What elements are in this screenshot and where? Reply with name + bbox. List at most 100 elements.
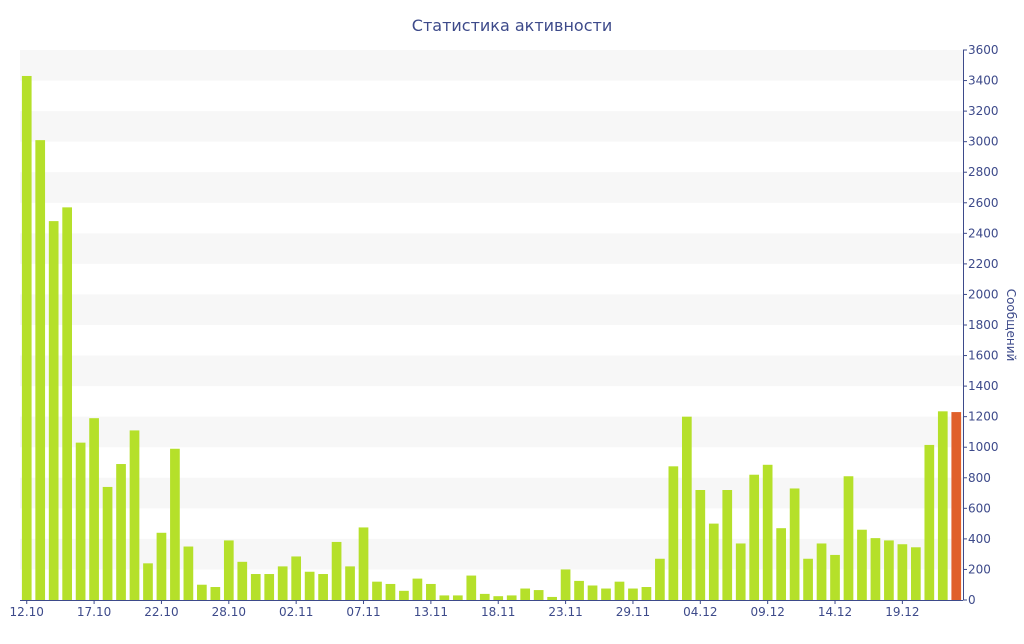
y-tick-label: 1200 (968, 410, 999, 424)
bar (48, 221, 59, 601)
bar (937, 411, 948, 600)
bar (843, 476, 854, 600)
y-axis-label: Сообщений (1004, 289, 1018, 362)
y-tick-label: 1800 (968, 318, 999, 332)
bar (574, 580, 584, 600)
bar (587, 585, 598, 600)
bar (385, 583, 396, 600)
y-tick-label: 2400 (968, 226, 999, 240)
bar (493, 596, 504, 600)
bar (466, 575, 477, 600)
bar (452, 595, 463, 600)
x-tick-label: 12.10 (10, 605, 44, 619)
x-tick-label: 13.11 (414, 605, 448, 619)
bar (911, 547, 921, 600)
y-tick-label: 3000 (968, 135, 999, 149)
x-tick-label: 04.12 (683, 605, 717, 619)
bar (237, 561, 248, 600)
bar (129, 430, 140, 600)
grid-band (20, 416, 963, 448)
x-tick-label: 23.11 (548, 605, 582, 619)
bar (762, 464, 773, 600)
bar (614, 581, 625, 600)
bar (749, 474, 760, 600)
bar (116, 464, 126, 600)
bar (695, 490, 706, 600)
bar (62, 207, 72, 601)
x-tick-label: 19.12 (885, 605, 919, 619)
bar (75, 442, 86, 600)
x-tick-label: 29.11 (616, 605, 650, 619)
bar (21, 75, 32, 601)
bar (681, 416, 692, 600)
bar (345, 566, 355, 600)
bar (520, 588, 531, 600)
bar (668, 466, 679, 600)
bar (601, 588, 611, 600)
bar (722, 490, 733, 600)
bars-group (21, 75, 962, 601)
bar (789, 488, 800, 600)
bar (223, 540, 234, 600)
x-tick-label: 18.11 (481, 605, 515, 619)
bar (250, 574, 261, 600)
grid-band (20, 172, 963, 203)
bar (479, 593, 490, 600)
bar (291, 556, 302, 600)
bar (897, 544, 908, 600)
bar (951, 412, 962, 600)
y-tick-label: 600 (968, 501, 991, 515)
bar (156, 532, 167, 600)
bar (857, 529, 867, 600)
grid-band (20, 50, 963, 81)
bar (170, 448, 180, 600)
bar (304, 571, 315, 600)
bar (735, 543, 746, 600)
bar (197, 584, 207, 600)
grid-band (20, 355, 963, 387)
bar (210, 587, 221, 600)
y-tick-label: 1600 (968, 349, 999, 363)
bar (560, 569, 571, 600)
bar (35, 140, 46, 600)
y-tick-label: 2200 (968, 257, 999, 271)
y-tick-label: 2600 (968, 196, 999, 210)
bar (803, 558, 813, 600)
bar (331, 541, 342, 600)
y-tick-label: 1400 (968, 379, 999, 393)
bar (655, 558, 665, 600)
bar (776, 528, 786, 600)
bar (372, 581, 382, 600)
y-tick-label: 1000 (968, 440, 999, 454)
bar (641, 587, 652, 600)
x-tick-label: 14.12 (818, 605, 852, 619)
y-tick-label: 400 (968, 532, 991, 546)
x-tick-label: 09.12 (750, 605, 784, 619)
bar (533, 590, 544, 600)
y-tick-label: 3400 (968, 74, 999, 88)
bar (426, 583, 436, 600)
x-tick-label: 28.10 (212, 605, 246, 619)
x-tick-label: 07.11 (346, 605, 380, 619)
x-tick-label: 17.10 (77, 605, 111, 619)
bar (358, 527, 369, 600)
bar (89, 418, 99, 600)
bar (143, 563, 153, 600)
bar (547, 596, 557, 600)
y-tick-label: 200 (968, 562, 991, 576)
bar (439, 595, 450, 600)
bar (412, 578, 423, 600)
bar (628, 588, 638, 600)
y-tick-label: 2000 (968, 287, 999, 301)
grid-band (20, 477, 963, 509)
bar (318, 574, 328, 600)
bar (399, 590, 409, 600)
grid-band (20, 233, 963, 264)
bar (816, 543, 827, 600)
bar (870, 538, 881, 601)
x-tick-label: 02.11 (279, 605, 313, 619)
y-tick-label: 2800 (968, 165, 999, 179)
chart-title: Статистика активности (412, 16, 612, 35)
